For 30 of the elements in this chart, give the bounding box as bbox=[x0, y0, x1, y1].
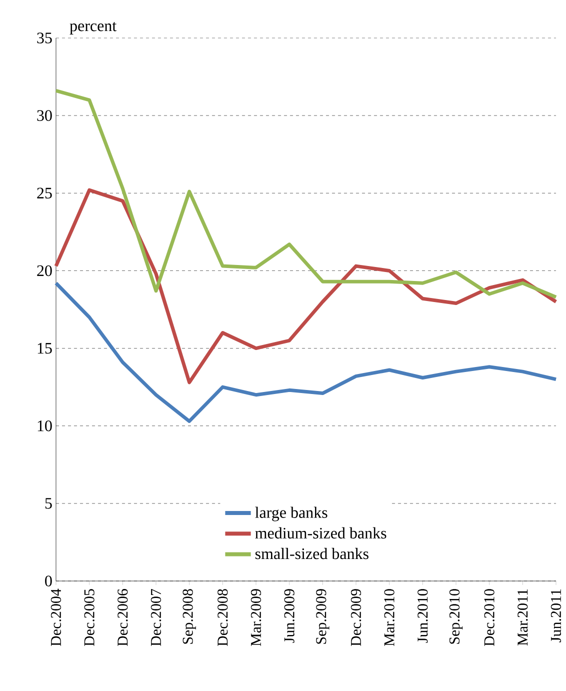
line-series bbox=[54, 281, 558, 423]
x-tick-label: Mar.2011 bbox=[518, 589, 528, 646]
x-tick-label: Jun.2009 bbox=[284, 589, 294, 643]
y-tick-label: 20 bbox=[37, 265, 52, 276]
x-tick-label: Sep.2009 bbox=[316, 589, 330, 644]
x-tick-label: Jun.2011 bbox=[550, 589, 562, 642]
y-tick-label: 5 bbox=[45, 498, 52, 509]
x-tick-label: Dec.2006 bbox=[118, 588, 128, 646]
x-tick-label: Mar.2010 bbox=[384, 589, 394, 646]
y-tick-label: 15 bbox=[38, 342, 52, 354]
x-tick-label: Dec.2004 bbox=[50, 588, 62, 646]
x-tick-label: Dec.2010 bbox=[484, 589, 494, 646]
x-tick-label: Sep.2008 bbox=[182, 589, 196, 644]
y-tick-label: 30 bbox=[37, 110, 52, 121]
line-series bbox=[54, 188, 558, 384]
x-tick-label: Mar.2009 bbox=[250, 589, 262, 646]
y-tick-label: 0 bbox=[45, 576, 52, 586]
legend-label: large banks bbox=[255, 506, 328, 522]
x-tick-label: Jun.2010 bbox=[418, 589, 428, 643]
y-tick-label: 10 bbox=[38, 420, 52, 432]
y-axis-title: percent bbox=[70, 22, 117, 34]
x-tick-label: Dec.2008 bbox=[218, 589, 228, 646]
legend-label: medium-sized banks bbox=[255, 527, 386, 539]
x-tick-label: Dec.2009 bbox=[350, 589, 362, 646]
x-tick-label: Dec.2005 bbox=[84, 589, 94, 646]
x-tick-label: Sep.2010 bbox=[449, 589, 463, 644]
y-tick-label: 25 bbox=[37, 188, 52, 199]
y-tick-label: 35 bbox=[37, 32, 52, 44]
x-tick-label: Dec.2007 bbox=[150, 588, 162, 646]
legend-label: small-sized banks bbox=[255, 548, 368, 560]
